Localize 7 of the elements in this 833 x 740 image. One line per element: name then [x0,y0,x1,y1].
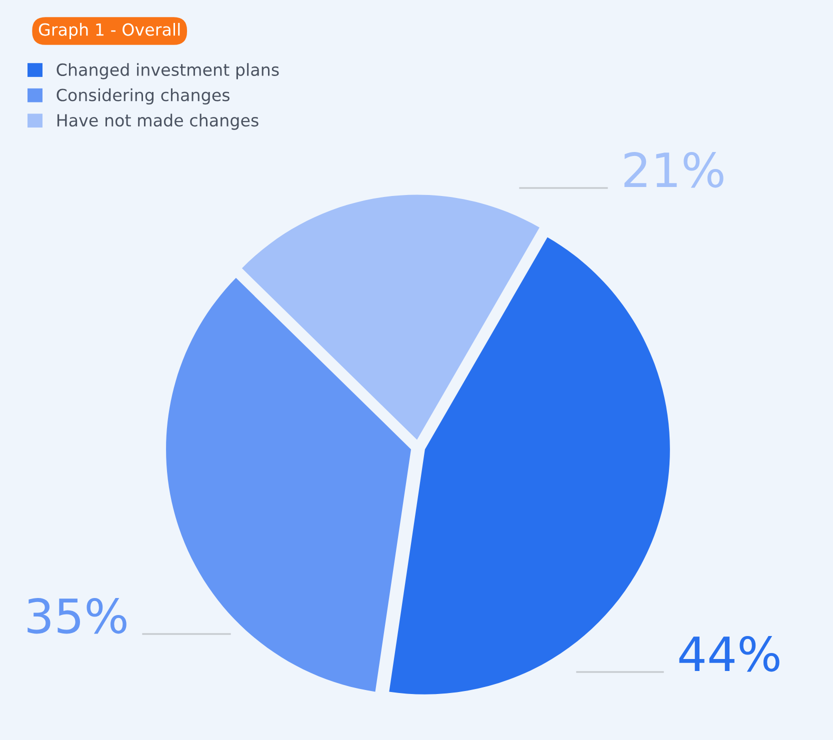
data-label: 21% [624,152,724,188]
legend-label: Have not made changes [57,114,258,130]
chart-title: Graph 1 - Overall [38,22,180,40]
data-label: 44% [679,636,780,672]
data-label: 35% [28,598,126,634]
legend-label: Considering changes [56,88,230,105]
legend-label: Changed investment plans [56,63,279,80]
